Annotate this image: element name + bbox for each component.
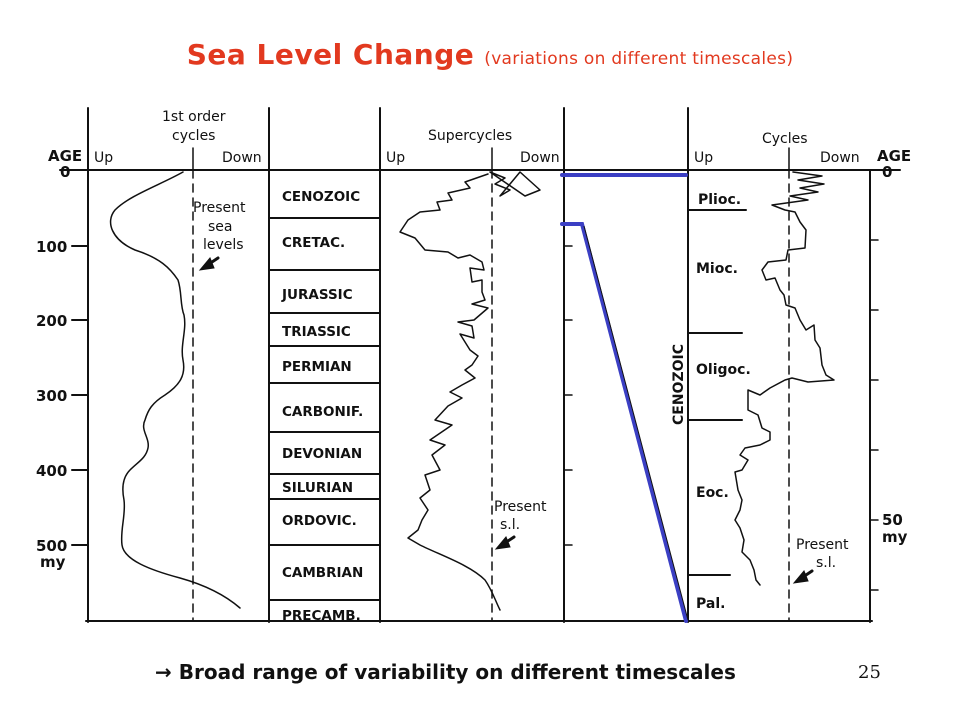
era-devonian: DEVONIAN — [282, 446, 362, 462]
slide-caption: → Broad range of variability on differen… — [155, 660, 736, 684]
age-tick-300: 300 — [36, 387, 67, 405]
age-tick-0: 0 — [60, 163, 70, 181]
epoch-miocene: Mioc. — [696, 261, 738, 277]
era-jurassic: JURASSIC — [281, 287, 353, 303]
caption-text: Broad range of variability on different … — [178, 660, 736, 684]
first-order-header-line1: 1st order — [162, 109, 226, 125]
cycles-up-label: Up — [694, 150, 713, 166]
age-tick-200: 200 — [36, 312, 67, 330]
age-tick-400: 400 — [36, 462, 67, 480]
supercycles-present-label-2: s.l. — [500, 517, 520, 533]
epoch-oligocene: Oligoc. — [696, 362, 751, 378]
title-main: Sea Level Change — [186, 38, 475, 71]
era-dividers — [268, 217, 381, 601]
cycles-ticks — [869, 239, 879, 591]
cycles-present-label-2: s.l. — [816, 555, 836, 571]
first-order-curve — [109, 171, 241, 609]
supercycles-up-label: Up — [386, 150, 405, 166]
era-cambrian: CAMBRIAN — [282, 565, 363, 581]
era-precambrian: PRECAMB. — [282, 608, 361, 624]
arrow-icons — [198, 256, 814, 584]
present-sea-levels-label-1: Present — [193, 200, 246, 216]
era-silurian: SILURIAN — [282, 480, 353, 496]
era-ordovician: ORDOVIC. — [282, 513, 357, 529]
era-triassic: TRIASSIC — [282, 324, 351, 340]
cycles-curve — [734, 171, 835, 586]
supercycles-header: Supercycles — [428, 128, 512, 144]
first-order-up-label: Up — [94, 150, 113, 166]
caption-arrow-icon: → — [155, 660, 172, 684]
epoch-labels: Plioc. Mioc. Oligoc. Eoc. Pal. — [696, 192, 751, 612]
age-unit-right: my — [882, 528, 908, 546]
era-labels: CENOZOIC CRETAC. JURASSIC TRIASSIC PERMI… — [281, 189, 363, 624]
epoch-paleocene: Pal. — [696, 596, 725, 612]
first-order-down-label: Down — [222, 150, 262, 166]
epoch-eocene: Eoc. — [696, 485, 729, 501]
supercycles-ticks — [563, 245, 573, 546]
present-sea-levels-label-3: levels — [203, 237, 244, 253]
epoch-dividers — [687, 209, 747, 576]
cycles-header: Cycles — [762, 131, 808, 147]
age-axis-right-title: AGE — [877, 147, 911, 165]
age-axis-left-title: AGE — [48, 147, 82, 165]
age-right-tick-50: 50 — [882, 511, 903, 529]
first-order-header-line2: cycles — [172, 128, 215, 144]
cycles-present-label-1: Present — [796, 537, 849, 553]
era-permian: PERMIAN — [282, 359, 352, 375]
supercycles-top-wiggle — [489, 171, 541, 197]
era-cenozoic: CENOZOIC — [282, 189, 360, 205]
age-axis-left-ticks: 0 100 200 300 400 500 my — [36, 163, 70, 571]
age-tick-500: 500 — [36, 537, 67, 555]
title-subtitle: (variations on different timescales) — [484, 49, 794, 69]
supercycles-curve — [399, 173, 501, 611]
cycles-down-label: Down — [820, 150, 860, 166]
epoch-pliocene: Plioc. — [698, 192, 741, 208]
age-tick-100: 100 — [36, 238, 67, 256]
left-age-ticks — [71, 245, 89, 546]
supercycles-present-label-1: Present — [494, 499, 547, 515]
era-carboniferous: CARBONIF. — [282, 404, 363, 420]
slide-number: 25 — [858, 662, 881, 683]
present-sea-levels-label-2: sea — [208, 219, 233, 235]
age-unit-left: my — [40, 553, 66, 571]
slide-title: Sea Level Change (variations on different… — [0, 38, 960, 71]
era-cretaceous: CRETAC. — [282, 235, 345, 251]
age-right-tick-0: 0 — [882, 163, 892, 181]
cenozoic-vertical-label: CENOZOIC — [671, 344, 687, 425]
blue-connectors — [560, 173, 688, 623]
supercycles-down-label: Down — [520, 150, 560, 166]
